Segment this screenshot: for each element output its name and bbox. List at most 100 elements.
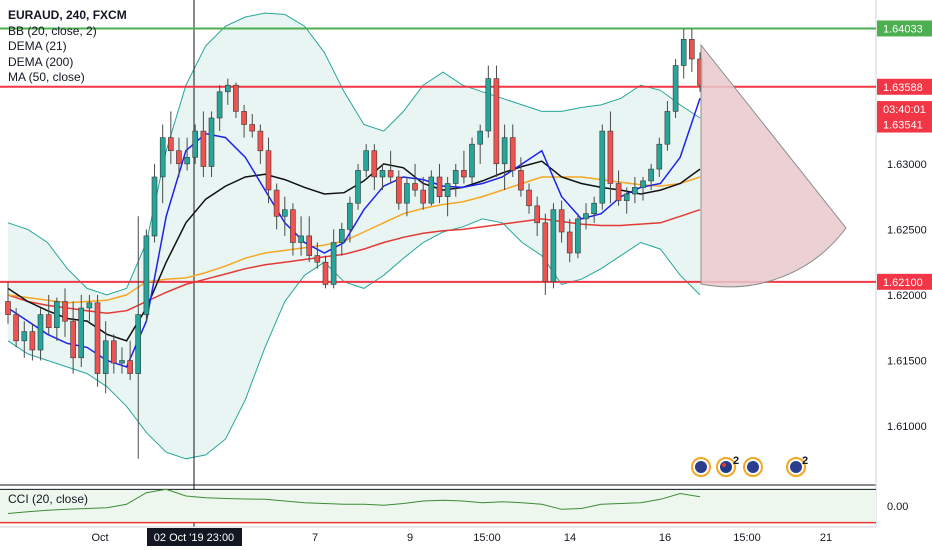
pie-drawing[interactable] (700, 43, 847, 288)
candle (62, 288, 68, 337)
candle-body (5, 301, 11, 315)
candle (501, 124, 508, 191)
candle (168, 111, 174, 164)
candle-body (151, 176, 158, 237)
forecast-pie-shape[interactable] (700, 43, 847, 288)
candle-body (444, 183, 451, 197)
candle-body (290, 209, 296, 243)
candle-body (143, 235, 150, 315)
candle (5, 281, 11, 324)
candle-body (607, 130, 614, 184)
moving-averages (7, 98, 701, 368)
candle (233, 82, 239, 118)
price-tick-label: 1.61500 (887, 355, 927, 367)
grid (0, 0, 877, 528)
event-flag-eu-icon[interactable] (691, 457, 711, 477)
candle (216, 85, 223, 132)
time-tick-label: Oct (91, 532, 108, 544)
crosshair-time-label: 02 Oct '19 23:00 (147, 528, 242, 546)
candle (379, 163, 386, 191)
candle (330, 229, 337, 289)
time-tick-label: 15:00 (733, 532, 761, 544)
price-tag[interactable]: 03:40:01 (877, 101, 932, 118)
price-tag-text: 1.64033 (883, 23, 923, 35)
candle-body (664, 111, 671, 145)
candle (575, 213, 581, 259)
candle-body (233, 84, 239, 112)
candle-body (21, 331, 28, 342)
candle-body (680, 38, 687, 66)
price-tag-text: 03:40:01 (883, 104, 926, 116)
candle-body (452, 170, 459, 184)
price-tick-label: 1.63000 (887, 159, 927, 171)
time-tick-label: 16 (659, 532, 671, 544)
candle-body (542, 222, 549, 283)
candle-body (436, 176, 443, 198)
candle (135, 216, 141, 459)
candle-body (640, 180, 646, 188)
candle (688, 28, 695, 73)
candle-body (631, 187, 638, 195)
candle (29, 323, 36, 361)
candle-body (566, 231, 573, 254)
candle-body (298, 235, 304, 243)
economic-events[interactable]: 2 2 (691, 455, 808, 477)
candle-body (493, 78, 500, 165)
candle-body (257, 130, 264, 152)
event-flag-eu-icon[interactable]: 2 (786, 455, 808, 477)
candle (444, 176, 451, 217)
chart-legend: EURAUD, 240, FXCM BB (20, close, 2) DEMA… (8, 8, 127, 86)
cci-legend[interactable]: CCI (20, close) (8, 492, 89, 506)
price-tag[interactable]: 1.62100 (877, 273, 932, 290)
candle-body (688, 38, 695, 60)
candle (436, 163, 443, 204)
candle (53, 297, 60, 341)
candle-body (192, 130, 198, 158)
bb-upper-line (7, 12, 701, 296)
price-tick-label: 1.61000 (887, 421, 927, 433)
candle (648, 163, 654, 191)
crosshair-time-text: 02 Oct '19 23:00 (154, 532, 234, 544)
price-tag-bg (877, 273, 932, 290)
candle (526, 183, 532, 214)
event-flag-au-icon[interactable]: 2 (716, 455, 739, 477)
candle (631, 176, 638, 204)
candle-body (13, 314, 19, 342)
candle (143, 229, 150, 322)
candle-body (615, 183, 622, 201)
candle-body (371, 150, 378, 178)
candle-body (363, 150, 370, 171)
candle-body (37, 314, 44, 351)
candle-body (322, 261, 329, 285)
symbol-title[interactable]: EURAUD, 240, FXCM (8, 8, 127, 22)
indicator-dema21[interactable]: DEMA (21) (8, 39, 67, 53)
price-tick-label: 1.62000 (887, 290, 927, 302)
svg-text:2: 2 (733, 455, 739, 467)
candle (485, 65, 492, 138)
candle (395, 170, 402, 210)
time-tick-label: 14 (564, 532, 576, 544)
price-tag[interactable]: 1.63588 (877, 78, 932, 95)
candle-body (485, 78, 492, 132)
price-tag[interactable]: 1.64033 (877, 20, 932, 37)
candle (664, 100, 671, 151)
candle-body (135, 314, 141, 374)
candle (518, 157, 524, 197)
indicator-bb[interactable]: BB (20, close, 2) (8, 23, 97, 38)
candle (623, 187, 630, 214)
candle (306, 216, 313, 263)
indicator-dema200[interactable]: DEMA (200) (8, 54, 74, 69)
indicator-ma50[interactable]: MA (50, close) (8, 70, 85, 84)
candle-body (241, 111, 247, 125)
candle (225, 78, 231, 105)
event-flag-eu-icon[interactable] (743, 457, 763, 477)
crosshair-time-bg (147, 528, 242, 546)
candle-body (477, 130, 484, 145)
time-tick-label: 7 (312, 532, 318, 544)
candle-body (29, 331, 36, 351)
candle (509, 124, 516, 177)
price-tag[interactable]: 1.63541 (877, 116, 932, 133)
candle (404, 176, 410, 217)
